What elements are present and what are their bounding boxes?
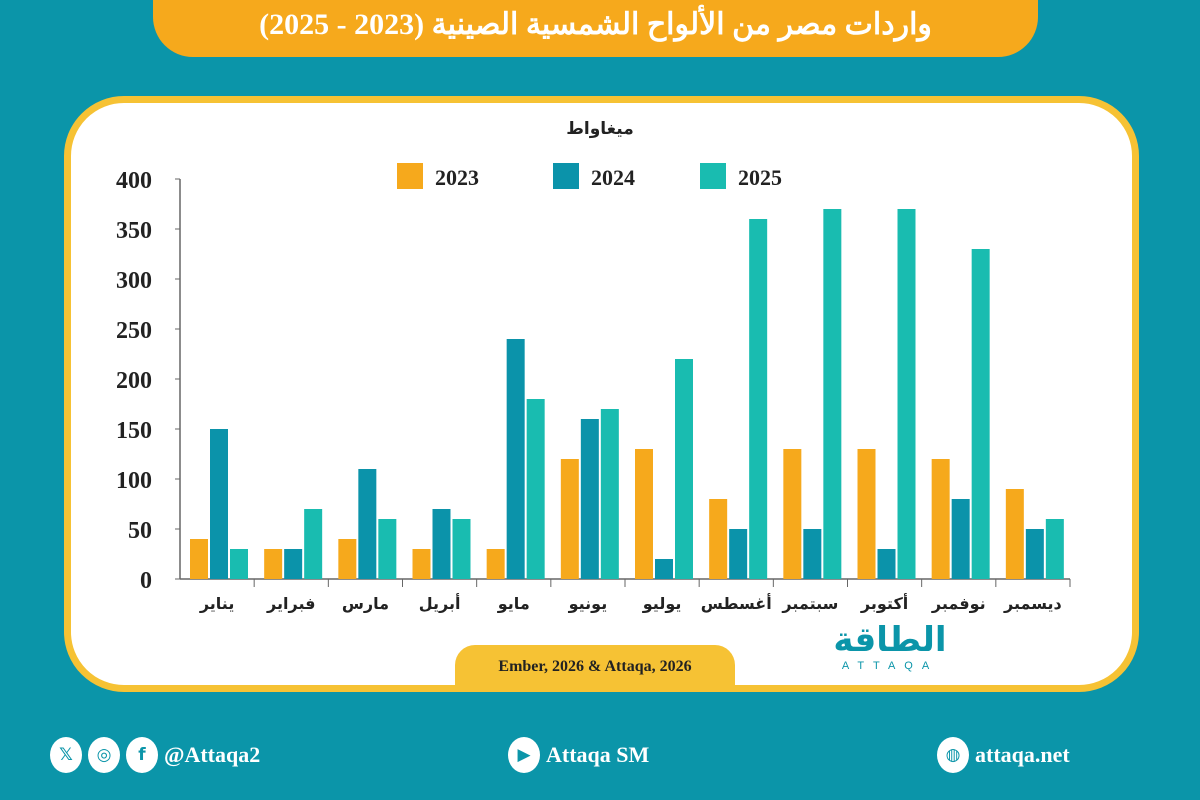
x-tick-label: مارس <box>342 594 389 613</box>
facebook-icon[interactable]: f <box>126 737 158 773</box>
x-tick-label: أبريل <box>419 593 461 613</box>
y-tick-label: 400 <box>116 168 152 194</box>
legend-label-2024: 2024 <box>591 165 635 190</box>
x-tick-label: يوليو <box>642 594 682 613</box>
bar-2024-7 <box>655 559 673 579</box>
instagram-icon[interactable]: ◎ <box>88 737 120 773</box>
bar-2023-11 <box>931 459 950 579</box>
x-tick-label: ديسمبر <box>1003 594 1062 613</box>
bar-2025-8 <box>749 219 768 579</box>
source-label: Ember, 2026 & Attaqa, 2026 <box>455 645 735 687</box>
bar-2024-6 <box>580 419 599 579</box>
unit-label: ميغاواط <box>566 119 634 139</box>
chart-card <box>64 96 1139 692</box>
y-tick-label: 100 <box>116 468 152 494</box>
bar-2023-1 <box>190 539 208 579</box>
x-tick-label: أغسطس <box>701 593 772 613</box>
bar-2025-9 <box>823 209 842 579</box>
bar-2025-7 <box>675 359 693 579</box>
x-tick-label: مايو <box>497 594 530 613</box>
bar-2025-12 <box>1045 519 1064 579</box>
social-links: 𝕏 ◎ f @Attaqa2 <box>50 737 260 773</box>
bar-2024-11 <box>951 499 970 579</box>
bar-2023-8 <box>709 499 728 579</box>
bar-2025-11 <box>971 249 990 579</box>
y-tick-label: 0 <box>140 568 152 594</box>
x-tick-label: يناير <box>199 594 235 613</box>
bar-2024-12 <box>1025 529 1044 579</box>
social-handle[interactable]: @Attaqa2 <box>164 742 261 767</box>
y-tick-label: 200 <box>116 368 152 394</box>
bar-2024-4 <box>432 509 451 579</box>
x-tick-label: أكتوبر <box>860 593 908 613</box>
bar-2023-10 <box>857 449 876 579</box>
bar-2024-1 <box>210 429 228 579</box>
bar-2024-8 <box>729 529 748 579</box>
bar-2023-4 <box>412 549 431 579</box>
bar-2024-2 <box>284 549 303 579</box>
logo-arabic: الطاقة <box>833 620 947 660</box>
youtube-icon: ▶ <box>508 737 540 773</box>
bar-2024-3 <box>358 469 377 579</box>
bar-2023-3 <box>338 539 357 579</box>
legend-label-2023: 2023 <box>435 165 479 190</box>
chart-title: واردات مصر من الألواح الشمسية الصينية (2… <box>153 0 1038 57</box>
y-tick-label: 250 <box>116 318 152 344</box>
bar-2024-5 <box>506 339 525 579</box>
website-label: attaqa.net <box>975 742 1070 767</box>
x-tick-label: نوفمبر <box>931 594 986 613</box>
bar-2023-12 <box>1005 489 1024 579</box>
bar-2025-10 <box>897 209 916 579</box>
legend-swatch-2024 <box>553 163 579 189</box>
bar-2023-7 <box>635 449 653 579</box>
bar-2025-5 <box>526 399 545 579</box>
x-tick-label: فبراير <box>266 594 315 613</box>
bar-2023-9 <box>783 449 802 579</box>
bar-2024-9 <box>803 529 822 579</box>
y-tick-label: 50 <box>128 518 152 544</box>
bar-2023-2 <box>264 549 283 579</box>
x-tick-label: سبتمبر <box>781 594 838 613</box>
bar-2023-6 <box>560 459 579 579</box>
legend-label-2025: 2025 <box>738 165 782 190</box>
youtube-label: Attaqa SM <box>546 742 650 767</box>
bar-2023-5 <box>486 549 505 579</box>
bar-2025-1 <box>230 549 248 579</box>
x-icon[interactable]: 𝕏 <box>50 737 82 773</box>
bar-2025-2 <box>304 509 323 579</box>
y-tick-label: 300 <box>116 268 152 294</box>
youtube-link[interactable]: ▶ Attaqa SM <box>508 737 649 773</box>
x-tick-label: يونيو <box>568 594 608 613</box>
y-tick-label: 350 <box>116 218 152 244</box>
globe-icon: ◍ <box>937 737 969 773</box>
logo-latin: ATTAQA <box>841 660 939 672</box>
bar-2025-4 <box>452 519 471 579</box>
y-tick-label: 150 <box>116 418 152 444</box>
website-link[interactable]: ◍ attaqa.net <box>937 737 1070 773</box>
bar-2025-6 <box>600 409 619 579</box>
legend-swatch-2025 <box>700 163 726 189</box>
bar-2025-3 <box>378 519 397 579</box>
legend-swatch-2023 <box>397 163 423 189</box>
bar-2024-10 <box>877 549 896 579</box>
attaqa-logo: الطاقة ATTAQA <box>805 620 975 680</box>
